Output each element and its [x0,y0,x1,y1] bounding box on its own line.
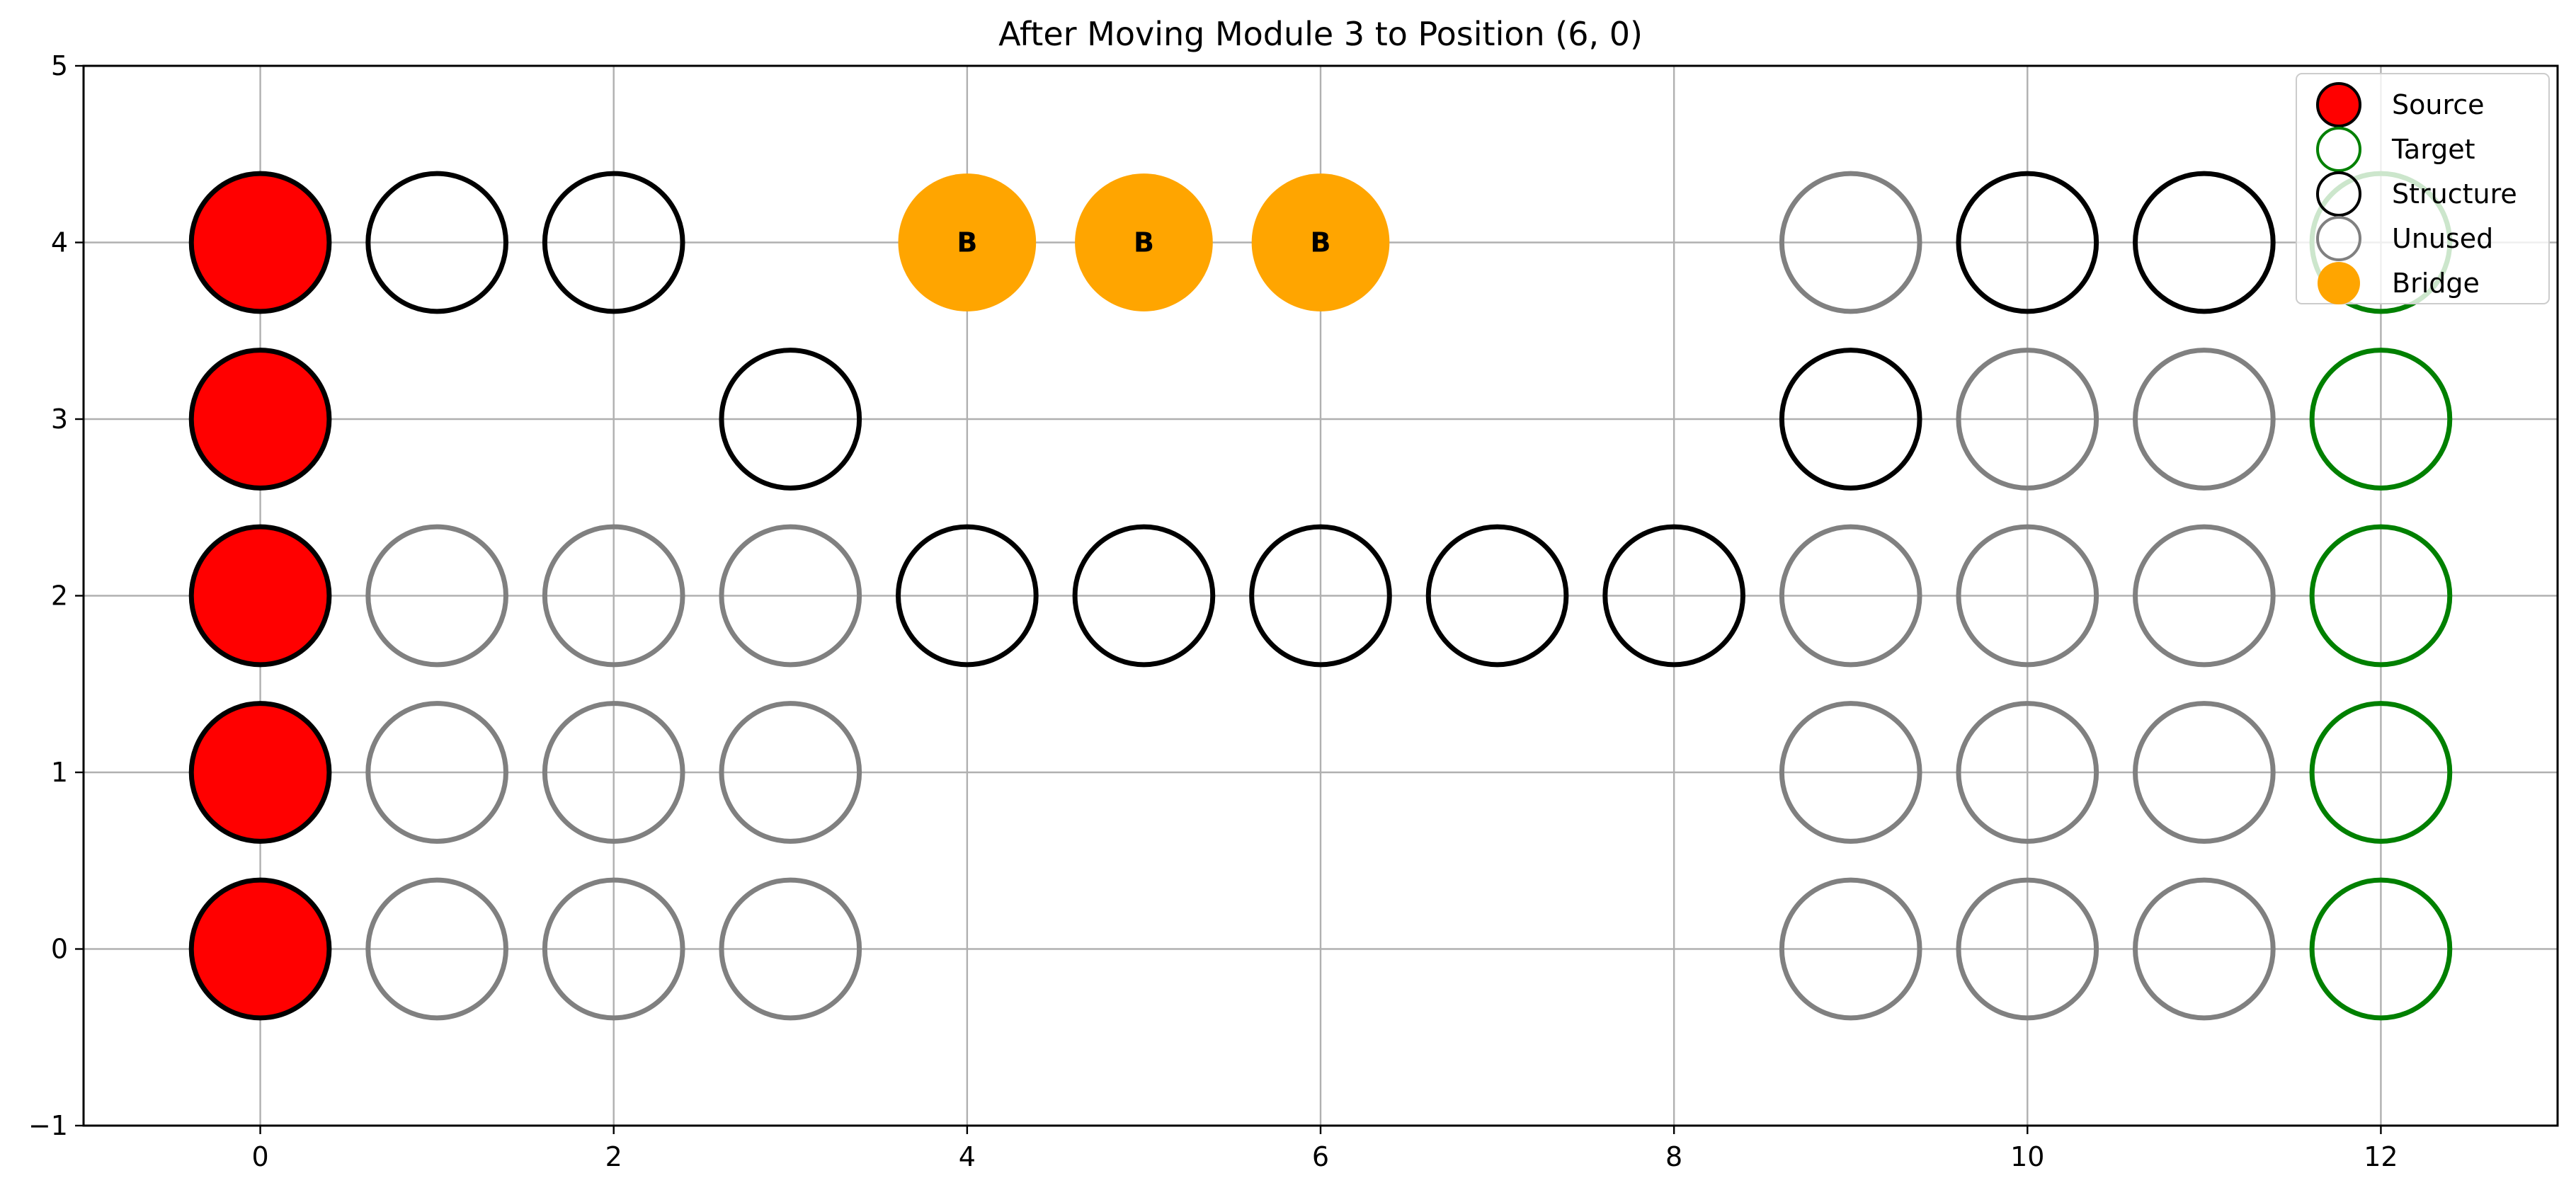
source-marker [188,524,332,668]
structure-marker [1425,524,1569,668]
bridge-marker-label: B [957,227,977,258]
unused-marker [365,877,508,1021]
unused-marker [542,877,685,1021]
target-marker [2309,348,2453,491]
unused-marker [719,701,862,844]
x-tick-label: 10 [2010,1141,2044,1172]
y-tick-label: −1 [28,1110,68,1141]
source-marker [188,701,332,844]
target-marker [2309,524,2453,668]
bridge-marker [1251,173,1390,311]
target-marker [2309,877,2453,1021]
y-tick-label: 4 [51,227,68,258]
unused-marker [1779,171,1922,314]
y-tick-label: 0 [51,934,68,965]
unused-marker [542,524,685,668]
x-tick-label: 8 [1665,1141,1682,1172]
source-marker [188,171,332,314]
legend-target-label: Target [2391,134,2475,165]
unused-marker [719,524,862,668]
unused-marker [2133,701,2276,844]
unused-marker [2133,524,2276,668]
y-tick-label: 3 [51,404,68,435]
x-tick-label: 0 [251,1141,268,1172]
structure-marker [719,348,862,491]
source-marker [188,348,332,491]
structure-marker [896,524,1039,668]
bridge-marker [1075,173,1213,311]
legend-structure-swatch [2316,171,2361,217]
unused-marker [365,701,508,844]
x-tick-label: 2 [605,1141,622,1172]
unused-marker [1956,524,2099,668]
x-tick-label: 6 [1312,1141,1329,1172]
bridge-marker-label: B [1134,227,1154,258]
legend-bridge-swatch [2318,262,2360,304]
y-tick-label: 2 [51,581,68,612]
target-marker [2309,701,2453,844]
legend-structure-label: Structure [2392,178,2517,210]
y-tick-label: 5 [51,50,68,81]
structure-marker [1956,171,2099,314]
unused-marker [2133,877,2276,1021]
legend-bridge-label: Bridge [2392,268,2480,299]
legend-source-label: Source [2392,89,2485,120]
unused-marker [1779,524,1922,668]
structure-marker [1072,524,1216,668]
structure-marker [1779,348,1922,491]
unused-marker [365,524,508,668]
unused-marker [1956,877,2099,1021]
x-tick-label: 12 [2364,1141,2398,1172]
unused-marker [1956,701,2099,844]
unused-marker [1779,877,1922,1021]
unused-marker [1956,348,2099,491]
legend-unused-swatch [2316,216,2361,261]
legend-source-swatch [2316,82,2361,127]
structure-marker [365,171,508,314]
structure-marker [542,171,685,314]
x-tick-label: 4 [959,1141,976,1172]
structure-marker [2133,171,2276,314]
unused-marker [1779,701,1922,844]
source-marker [188,877,332,1021]
unused-marker [542,701,685,844]
unused-marker [719,877,862,1021]
legend-target-swatch [2316,127,2361,172]
bridge-marker [898,173,1037,311]
y-tick-label: 1 [51,757,68,788]
chart-title: After Moving Module 3 to Position (6, 0) [998,15,1643,53]
unused-marker [2133,348,2276,491]
legend-unused-label: Unused [2392,223,2493,254]
legend: Source Target Structure Unused Bridge [2296,73,2550,304]
bridge-marker-label: B [1311,227,1331,258]
structure-marker [1249,524,1392,668]
structure-marker [1602,524,1745,668]
